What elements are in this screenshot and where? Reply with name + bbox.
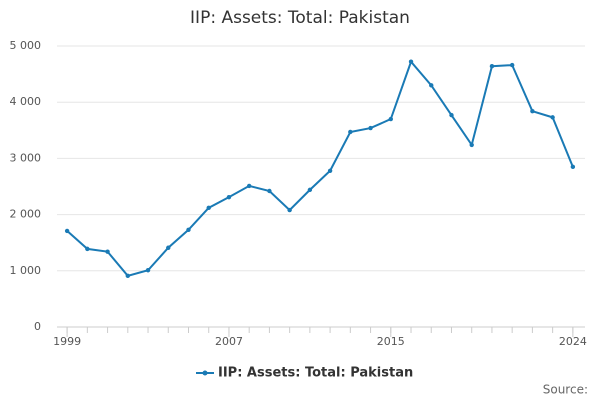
- point: [267, 188, 272, 194]
- point: [287, 207, 292, 213]
- y-tick-label: 4 000: [10, 95, 42, 108]
- x-tick-label: 2007: [215, 335, 243, 348]
- point: [368, 125, 373, 131]
- y-tick-label: 0: [34, 320, 41, 333]
- point: [64, 228, 70, 234]
- point: [509, 62, 515, 68]
- x-tick-label: 2015: [377, 335, 405, 348]
- point: [246, 183, 252, 189]
- point: [388, 116, 393, 122]
- line: [66, 59, 574, 277]
- x-tick-label: 1999: [53, 335, 81, 348]
- chart-title: IIP: Assets: Total: Pakistan: [190, 8, 410, 28]
- point: [105, 249, 110, 254]
- point: [489, 64, 495, 69]
- point: [206, 205, 211, 211]
- point: [125, 273, 131, 279]
- source: Source:: [543, 383, 588, 397]
- legend-label: IIP: Assets: Total: Pakistan: [218, 366, 413, 381]
- point: [307, 187, 313, 193]
- point: [166, 245, 171, 250]
- point: [469, 142, 474, 148]
- y-tick-label: 5 000: [10, 39, 42, 52]
- legend-marker: [202, 370, 208, 376]
- point: [85, 246, 90, 252]
- point: [226, 194, 232, 200]
- point: [530, 108, 535, 114]
- point: [408, 59, 414, 64]
- point: [348, 129, 353, 135]
- x-tick-label: 2024: [559, 335, 587, 348]
- point: [550, 115, 555, 120]
- point: [186, 227, 191, 232]
- point: [145, 268, 151, 273]
- point: [327, 168, 333, 173]
- point: [429, 83, 434, 88]
- y-tick-label: 1 000: [10, 264, 42, 277]
- point: [570, 164, 576, 170]
- y-tick-label: 3 000: [10, 151, 42, 164]
- y-tick-label: 2 000: [10, 208, 42, 221]
- point: [449, 112, 454, 118]
